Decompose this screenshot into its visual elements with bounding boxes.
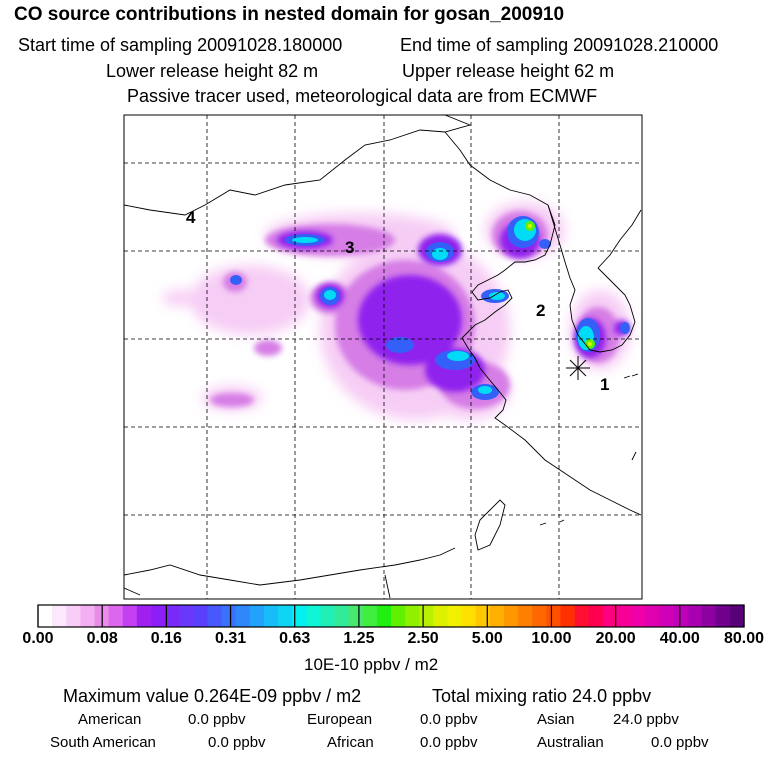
colorbar-cell <box>136 605 152 627</box>
colorbar-tick-label: 0.16 <box>150 630 182 647</box>
colorbar-cell <box>320 605 336 627</box>
marker-3: 3 <box>345 238 354 257</box>
colorbar-cell <box>701 605 717 627</box>
colorbar-cell <box>391 605 406 627</box>
chart-title: CO source contributions in nested domain… <box>14 4 565 25</box>
colorbar-cell <box>122 605 138 627</box>
colorbar-tick-label: 0.63 <box>279 630 311 647</box>
marker-2: 2 <box>536 301 545 320</box>
colorbar-tick-label: 0.31 <box>214 630 247 647</box>
region-african-name: African <box>327 734 374 751</box>
colorbar-cell <box>687 605 703 627</box>
colorbar-cell <box>616 605 632 627</box>
max-value-label: Maximum value 0.264E-09 ppbv / m2 <box>63 686 362 706</box>
colorbar-cell <box>560 605 576 627</box>
colorbar-cell <box>38 605 53 627</box>
colorbar-cell <box>278 605 293 627</box>
colorbar <box>38 605 745 627</box>
colorbar-cell <box>532 605 547 627</box>
region-south-american-name: South American <box>50 734 156 751</box>
total-mixing-label: Total mixing ratio 24.0 ppbv <box>432 686 652 706</box>
region-asian-value: 24.0 ppbv <box>613 711 679 728</box>
colorbar-cell <box>631 605 646 627</box>
coastlines <box>124 115 642 599</box>
colorbar-cell <box>659 605 674 627</box>
colorbar-tick-label: 0.00 <box>22 630 54 647</box>
colorbar-cell <box>179 605 194 627</box>
colorbar-cell <box>729 605 745 627</box>
lower-release-label: Lower release height 82 m <box>106 61 319 81</box>
colorbar-cell <box>263 605 279 627</box>
colorbar-cell <box>546 605 562 627</box>
colorbar-cell <box>348 605 364 627</box>
lat-lon-grid <box>124 115 642 599</box>
colorbar-tick-label: 1.25 <box>343 630 375 647</box>
map-frame <box>123 114 643 600</box>
colorbar-tick-label: 10.00 <box>531 630 572 647</box>
start-time-label: Start time of sampling 20091028.180000 <box>18 35 343 55</box>
colorbar-ticks <box>37 605 745 627</box>
colorbar-cell <box>66 605 81 627</box>
marker-1: 1 <box>600 375 609 394</box>
region-south-american-value: 0.0 ppbv <box>208 734 266 751</box>
colorbar-cell <box>362 605 378 627</box>
colorbar-cell <box>433 605 449 627</box>
colorbar-cell <box>150 605 166 627</box>
region-american-name: American <box>78 711 142 728</box>
colorbar-cell <box>376 605 392 627</box>
colorbar-tick-label: 20.00 <box>595 630 636 647</box>
colorbar-cell <box>447 605 463 627</box>
region-african-value: 0.0 ppbv <box>420 734 478 751</box>
colorbar-cell <box>489 605 505 627</box>
colorbar-cell <box>52 605 67 627</box>
colorbar-tick-label: 0.08 <box>86 630 118 647</box>
colorbar-cell <box>165 605 180 627</box>
colorbar-cell <box>673 605 689 627</box>
colorbar-cell <box>419 605 434 627</box>
region-european-value: 0.0 ppbv <box>420 711 478 728</box>
region-american-value: 0.0 ppbv <box>188 711 246 728</box>
region-european-name: European <box>307 711 373 728</box>
end-time-label: End time of sampling 20091028.210000 <box>400 35 719 55</box>
colorbar-cell <box>602 605 618 627</box>
colorbar-cell <box>108 605 124 627</box>
colorbar-cell <box>503 605 519 627</box>
marker-4: 4 <box>186 208 196 227</box>
colorbar-cell <box>193 605 209 627</box>
colorbar-cell <box>207 605 223 627</box>
colorbar-tick-label: 5.00 <box>471 630 503 647</box>
upper-release-label: Upper release height 62 m <box>402 61 615 81</box>
colorbar-cell <box>645 605 660 627</box>
tracer-info-label: Passive tracer used, meteorological data… <box>127 86 598 106</box>
region-australian-value: 0.0 ppbv <box>651 734 709 751</box>
colorbar-cell <box>588 605 604 627</box>
colorbar-tick-label: 40.00 <box>659 630 700 647</box>
colorbar-tick-label: 80.00 <box>723 630 764 647</box>
colorbar-cell <box>334 605 350 627</box>
colorbar-cell <box>715 605 731 627</box>
colorbar-cell <box>518 605 533 627</box>
colorbar-unit-label: 10E-10 ppbv / m2 <box>304 655 439 674</box>
receptor-marker <box>566 356 590 380</box>
colorbar-cell <box>475 605 491 627</box>
colorbar-cell <box>405 605 420 627</box>
colorbar-cell <box>306 605 321 627</box>
colorbar-cell <box>221 605 237 627</box>
colorbar-cell <box>292 605 307 627</box>
colorbar-cell <box>80 605 96 627</box>
colorbar-cell <box>461 605 477 627</box>
region-australian-name: Australian <box>537 734 604 751</box>
colorbar-cell <box>574 605 590 627</box>
colorbar-tick-label: 2.50 <box>407 630 439 647</box>
colorbar-cell <box>235 605 251 627</box>
region-asian-name: Asian <box>537 711 575 728</box>
colorbar-cell <box>249 605 265 627</box>
